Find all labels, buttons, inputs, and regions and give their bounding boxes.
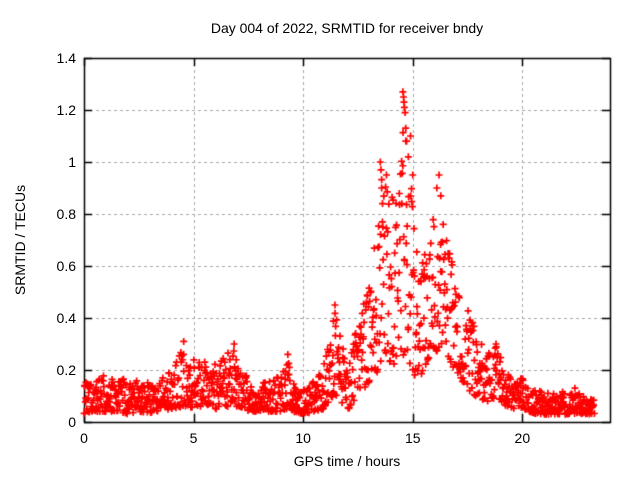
y-tick-label: 0.2 [56, 362, 76, 378]
x-axis-label: GPS time / hours [293, 453, 401, 469]
chart-title: Day 004 of 2022, SRMTID for receiver bnd… [210, 20, 484, 36]
y-tick-label: 0.6 [56, 258, 76, 274]
y-tick-label: 1.2 [56, 102, 76, 118]
x-tick-label: 0 [80, 430, 88, 446]
y-tick-label: 0.4 [56, 310, 76, 326]
y-tick-label: 0.8 [56, 206, 76, 222]
y-tick-label: 1 [68, 154, 76, 170]
x-tick-label: 10 [295, 430, 311, 446]
x-tick-label: 5 [189, 430, 198, 446]
x-tick-label: 20 [514, 430, 531, 446]
x-tick-label: 15 [404, 430, 421, 446]
y-tick-label: 1.4 [56, 50, 76, 66]
y-tick-label: 0 [68, 414, 76, 430]
